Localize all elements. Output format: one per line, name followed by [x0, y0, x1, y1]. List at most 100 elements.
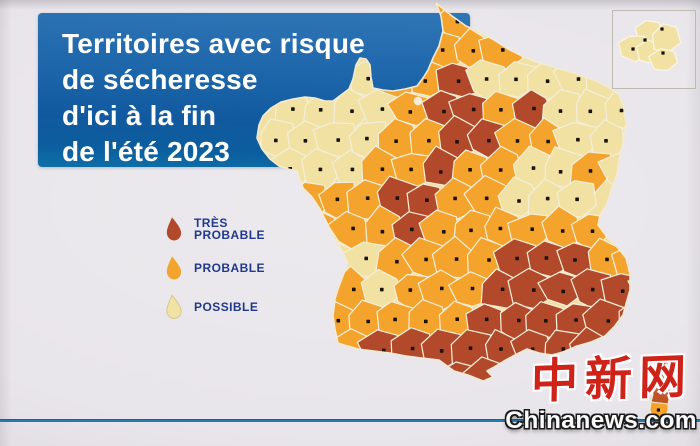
department-dot: [621, 168, 626, 173]
droplet-icon: [166, 294, 182, 319]
department-dot: [366, 319, 370, 324]
department-dot: [456, 79, 461, 83]
department-dot: [318, 167, 323, 172]
department-dot: [318, 108, 323, 112]
department-dot: [484, 77, 489, 81]
department-dot: [530, 227, 534, 231]
department-dot: [588, 109, 593, 114]
department-dot: [588, 169, 593, 173]
department-dot: [424, 257, 428, 262]
department-dot: [558, 170, 563, 174]
title-line-4: de l'été 2023: [62, 136, 231, 167]
department-dot: [652, 288, 656, 292]
department-dot: [575, 197, 579, 202]
department-dot: [380, 229, 385, 234]
department-dot: [410, 346, 415, 351]
department-dot: [380, 167, 385, 171]
inset-department-cell: [647, 48, 679, 72]
department-dot: [545, 79, 550, 83]
department-dot: [576, 77, 581, 81]
department-dot: [303, 139, 308, 143]
department-dot: [380, 287, 384, 292]
department-dot: [304, 200, 308, 204]
department-cell-probable: [386, 32, 437, 72]
department-dot: [589, 348, 594, 353]
department-dot: [382, 348, 386, 353]
department-dot: [440, 48, 445, 52]
department-dot: [487, 138, 491, 143]
france-choropleth-map: [256, 2, 671, 428]
department-dot: [619, 108, 624, 113]
department-dot: [408, 47, 413, 52]
department-dot: [380, 107, 385, 111]
department-dot: [636, 320, 640, 324]
department-dot: [320, 228, 325, 232]
department-dot: [560, 229, 565, 233]
department-dot: [606, 319, 611, 323]
department-dot: [365, 136, 369, 141]
legend-label: POSSIBLE: [194, 299, 259, 314]
department-dot: [336, 138, 340, 142]
department-dot: [408, 110, 413, 114]
department-dot: [590, 287, 595, 292]
department-dot: [515, 139, 520, 143]
department-dot: [351, 226, 355, 231]
department-dot: [352, 287, 356, 292]
department-dot: [425, 19, 429, 24]
department-dot: [453, 196, 457, 201]
department-dot: [499, 108, 503, 112]
department-dot: [350, 167, 355, 172]
department-dot: [336, 257, 340, 262]
department-dot: [442, 109, 446, 114]
department-dot: [501, 48, 505, 52]
department-dot: [469, 228, 473, 233]
department-dot: [439, 170, 443, 174]
title-line-3: d'ici à la fin: [62, 100, 217, 131]
department-dot: [604, 139, 608, 143]
department-dot: [394, 139, 398, 143]
inset-department-dot: [631, 47, 635, 51]
department-dot: [454, 257, 459, 261]
department-dot: [440, 286, 444, 291]
legend-label: TRÈS PROBABLE: [194, 215, 265, 242]
department-dot: [274, 138, 278, 143]
department-dot: [500, 287, 505, 292]
department-dot: [499, 347, 503, 351]
department-dot: [410, 227, 414, 232]
department-dot: [471, 49, 476, 53]
legend-item-possible: POSSIBLE: [164, 293, 290, 321]
department-dot: [395, 259, 399, 264]
department-dot: [350, 109, 354, 113]
department-dot: [532, 288, 536, 292]
department-dot: [318, 349, 323, 353]
department-dot: [515, 256, 519, 261]
corsica-north: [650, 350, 671, 405]
department-dot: [455, 317, 459, 321]
department-dot: [544, 319, 548, 323]
risk-legend: TRÈS PROBABLE PROBABLE POSSIBLE: [164, 215, 290, 321]
department-dot: [442, 230, 446, 234]
department-dot: [498, 168, 503, 172]
department-dot: [484, 317, 489, 322]
paris-region-inset: [612, 10, 696, 89]
department-dot: [456, 378, 460, 381]
department-dot: [424, 319, 428, 324]
paris-region-inset-map: [617, 19, 682, 72]
department-dot: [471, 107, 476, 112]
department-dot: [397, 77, 401, 81]
inset-department-dot: [660, 27, 664, 31]
department-dot: [532, 106, 536, 111]
department-dot: [561, 289, 565, 294]
department-dot: [573, 258, 577, 262]
watermark-site-name: Chinanews.com: [505, 407, 697, 434]
department-dot: [423, 79, 428, 83]
department-dot: [558, 109, 563, 113]
department-dot: [517, 199, 521, 203]
department-dot: [487, 258, 491, 262]
department-dot: [427, 138, 431, 143]
department-dot: [468, 168, 472, 172]
droplet-icon: [166, 256, 182, 280]
department-dot: [590, 229, 595, 233]
department-dot: [322, 287, 326, 292]
